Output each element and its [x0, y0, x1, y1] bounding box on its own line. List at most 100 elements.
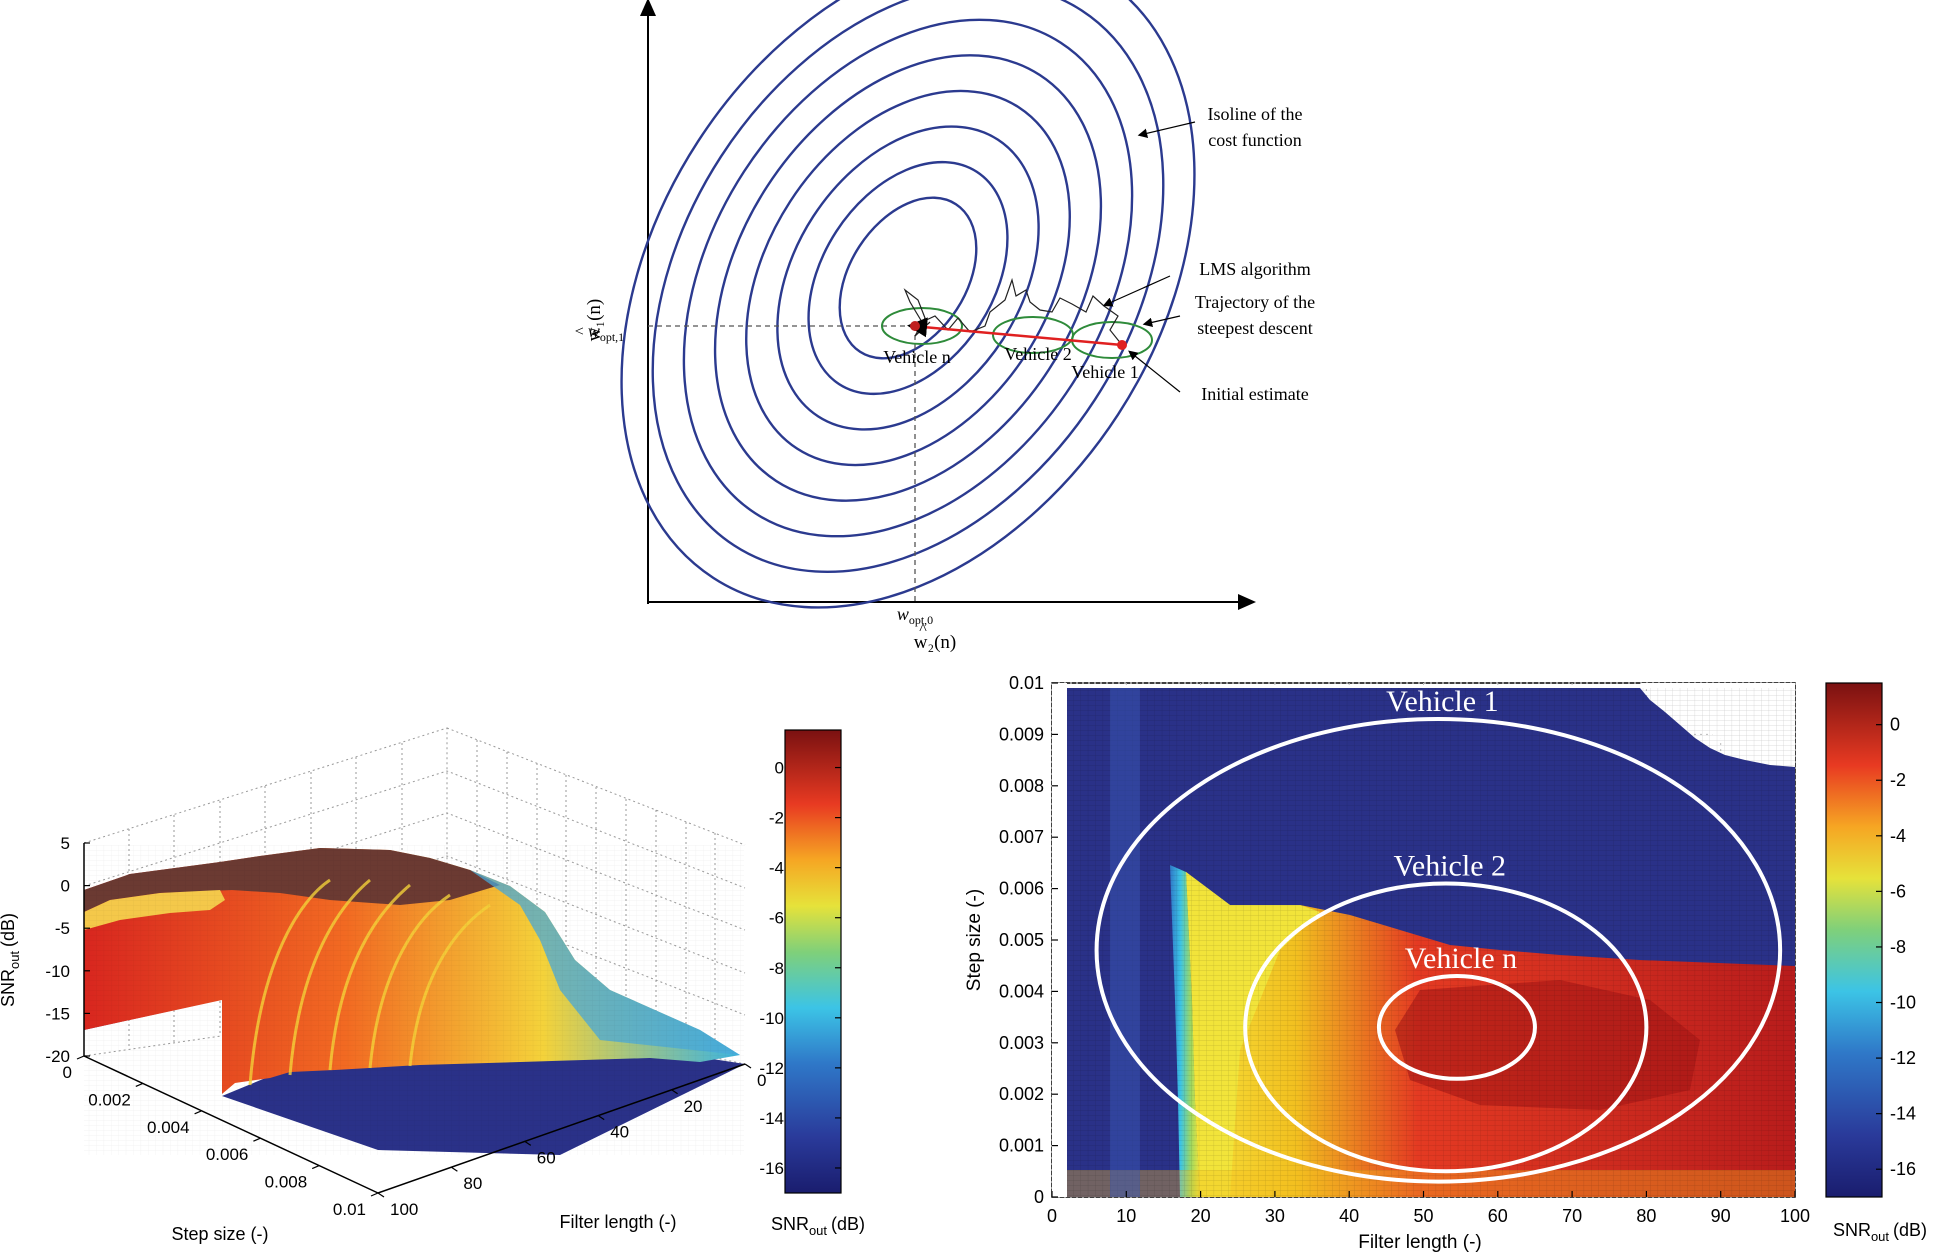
- isoline-8: [620, 0, 1196, 609]
- heatmap-y-tick-label: 0.005: [999, 930, 1044, 950]
- heatmap-blue-streak: [1110, 688, 1140, 1197]
- surface-colorbar-ticks: 0 -2 -4 -6 -8 -10 -12 -14 -16: [759, 759, 841, 1178]
- traj-label-1: Trajectory of the: [1195, 292, 1315, 312]
- heatmap-x-tick-label: 50: [1413, 1206, 1433, 1226]
- surface-step-tick-label: 0.002: [88, 1090, 131, 1109]
- w-opt-0-label: wopt,0: [897, 604, 933, 627]
- surface-colorbar-tick-label: -12: [759, 1059, 784, 1078]
- heatmap-colorbar-tick-label: 0: [1890, 715, 1900, 735]
- heatmap-x-ticks: 0 10 20 30 40 50 60 70 80 90 100: [1047, 1191, 1810, 1226]
- surface-colorbar-tick-label: -8: [769, 959, 784, 978]
- surface-colorbar-tick-label: -6: [769, 909, 784, 928]
- heatmap-ellipse-label-2: Vehicle 2: [1394, 849, 1506, 882]
- surface-filter-label: Filter length (-): [559, 1212, 676, 1232]
- diagram-x-axis-label: w₂(n): [914, 632, 957, 653]
- isoline-7: [651, 0, 1165, 574]
- surface-step-tick-label: 0.01: [333, 1200, 366, 1219]
- surface-z-label: SNRout(dB): [0, 913, 22, 1007]
- surface-z-tick-label: -20: [45, 1047, 70, 1066]
- vehicle-n-ellipse: [881, 307, 963, 345]
- initial-leader: [1128, 350, 1181, 393]
- surface-step-tick-mark: [370, 1192, 379, 1197]
- heatmap-colorbar-tick-label: -16: [1890, 1159, 1916, 1179]
- heatmap-y-tick-label: 0.01: [1009, 673, 1044, 693]
- heatmap-x-tick-label: 60: [1488, 1206, 1508, 1226]
- surface-colorbar-tick-label: -16: [759, 1159, 784, 1178]
- isoline-label-1: Isoline of the: [1208, 104, 1303, 124]
- surface-filter-tick-mark: [377, 1192, 385, 1198]
- surface-step-tick-label: 0.008: [265, 1173, 308, 1192]
- svg-text:SNRout(dB): SNRout(dB): [0, 913, 22, 1007]
- w-opt-1-label: wopt,1: [588, 321, 624, 344]
- heatmap-y-tick-label: 0.004: [999, 981, 1044, 1001]
- surface-step-tick-mark: [311, 1165, 320, 1170]
- heatmap-cells: [1052, 683, 1795, 1197]
- surface-colorbar-tick-label: 0: [775, 759, 784, 778]
- initial-estimate-point: [1117, 340, 1127, 350]
- heatmap-colorbar-tick-label: -10: [1890, 993, 1916, 1013]
- surface-step-tick-mark: [76, 1055, 85, 1060]
- steepest-descent-trajectory: [907, 317, 1123, 347]
- heatmap-left-margin: [1052, 683, 1067, 1197]
- heatmap-x-label: Filter length (-): [1358, 1232, 1482, 1253]
- diagram-x-axis-hat: ^: [919, 621, 927, 638]
- heatmap-colorbar-tick-label: -2: [1890, 770, 1906, 790]
- surface-step-tick-mark: [194, 1110, 202, 1115]
- heatmap-y-tick-label: 0.007: [999, 827, 1044, 847]
- surface-filter-tick-label: 80: [463, 1174, 482, 1193]
- surface-filter-tick-label: 0: [757, 1071, 766, 1090]
- surface-filter-tick-label: 20: [684, 1097, 703, 1116]
- isoline-5: [713, 54, 1103, 502]
- heatmap-x-tick-label: 70: [1562, 1206, 1582, 1226]
- lms-trajectory: [903, 277, 1123, 346]
- surface-step-tick-mark: [135, 1082, 144, 1087]
- surface-colorbar-tick-label: -4: [769, 859, 784, 878]
- heatmap-x-tick-label: 100: [1780, 1206, 1810, 1226]
- surface-filter-tick-label: 40: [610, 1123, 629, 1142]
- heatmap-x-tick-label: 90: [1711, 1206, 1731, 1226]
- surface-filter-ticks: 0 20 40 60 80 100: [377, 1063, 766, 1219]
- surface-z-ticks: 5 0 -5 -10 -15 -20: [45, 834, 90, 1066]
- surface-filter-tick-mark: [597, 1115, 605, 1121]
- surface-body: [84, 845, 745, 1155]
- surface-step-tick-label: 0.004: [147, 1118, 190, 1137]
- heatmap-x-tick-label: 0: [1047, 1206, 1057, 1226]
- diagram-y-axis-label: w₁(n) ^: [573, 299, 605, 342]
- heatmap-colorbar-tick-label: -6: [1890, 881, 1906, 901]
- isoline-label-2: cost function: [1208, 130, 1301, 150]
- heatmap-ellipse-label-3: Vehicle n: [1405, 942, 1517, 975]
- isoline-6: [682, 18, 1134, 538]
- surface-axes: [83, 843, 746, 1194]
- isoline-4: [745, 89, 1071, 467]
- surface-filter-tick-mark: [451, 1166, 458, 1172]
- heatmap-y-tick-label: 0.008: [999, 776, 1044, 796]
- surface-filter-tick-label: 60: [537, 1148, 556, 1167]
- heatmap-y-label: Step size (-): [964, 889, 985, 991]
- surface-z-tick-label: -5: [55, 919, 70, 938]
- heatmap-y-tick-label: 0.009: [999, 724, 1044, 744]
- heatmap-x-tick-label: 10: [1116, 1206, 1136, 1226]
- heatmap-x-tick-label: 20: [1191, 1206, 1211, 1226]
- heatmap-mesh: [1067, 688, 1795, 1197]
- surface-colorbar-tick-label: -2: [769, 809, 784, 828]
- surface-colorbar: [784, 729, 842, 1194]
- surface-z-tick-label: 5: [61, 834, 70, 853]
- surface-filter-tick-mark: [671, 1089, 678, 1095]
- heatmap-colorbar: [1825, 682, 1883, 1198]
- surface-step-tick-label: 0.006: [206, 1145, 249, 1164]
- surface-step-tick-mark: [253, 1137, 261, 1142]
- surface-step-label: Step size (-): [171, 1224, 268, 1244]
- svg-text:w₁(n): w₁(n): [584, 299, 605, 342]
- isoline-1: [838, 196, 978, 360]
- heatmap-colorbar-tick-label: -8: [1890, 937, 1906, 957]
- surface-filter-tick-label: 100: [390, 1200, 418, 1219]
- surface-z-tick-label: 0: [61, 877, 70, 896]
- surface-step-ticks: 0 0.002 0.004 0.006 0.008 0.01: [63, 1055, 379, 1219]
- heatmap-colorbar-tick-label: -4: [1890, 826, 1906, 846]
- heatmap-y-tick-label: 0.001: [999, 1136, 1044, 1156]
- surface-colorbar-tick-label: -14: [759, 1109, 784, 1128]
- surface-colorbar-tick-label: -10: [759, 1009, 784, 1028]
- heatmap-ellipse-label-1: Vehicle 1: [1386, 685, 1498, 718]
- heatmap-ellipses: Vehicle 1 Vehicle 2 Vehicle n: [1094, 685, 1783, 1184]
- heatmap-ellipse-3: [1376, 973, 1537, 1081]
